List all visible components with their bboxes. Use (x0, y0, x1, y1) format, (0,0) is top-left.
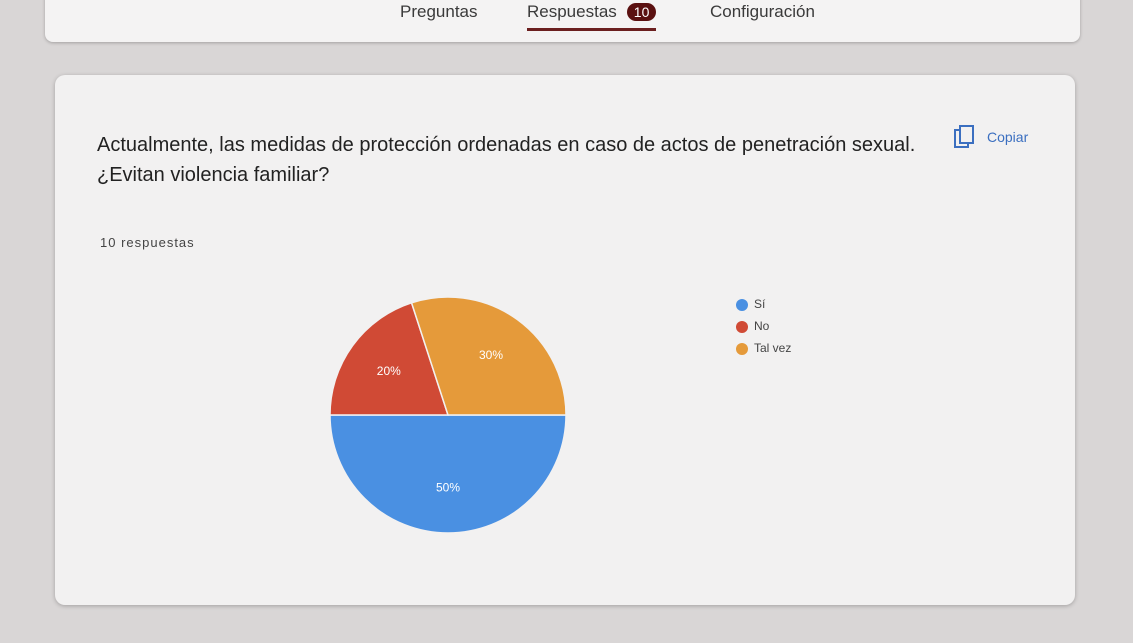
slice-label: 30% (479, 348, 503, 362)
legend-label: Sí (754, 297, 766, 311)
question-title: Actualmente, las medidas de protección o… (97, 134, 916, 186)
pie-slice (410, 296, 567, 416)
badge: 10 (626, 3, 657, 21)
tab[interactable]: Configuración (710, 2, 815, 21)
copy-button[interactable]: Copiar (953, 125, 1028, 149)
pie-slice (329, 301, 450, 416)
tab-label: Respuestas (527, 2, 617, 21)
legend-swatch (736, 321, 748, 333)
tab-bar: Preguntas Respuestas 10 Configuración (45, 0, 1080, 42)
pie-slice (329, 414, 567, 534)
tab[interactable]: Preguntas (400, 2, 478, 21)
copy-label: Copiar (987, 129, 1029, 145)
question-card: Actualmente, las medidas de protección o… (55, 75, 1075, 605)
slice-label: 20% (377, 364, 401, 378)
legend-label: No (754, 319, 770, 333)
legend-swatch (736, 299, 748, 311)
tab-active[interactable]: Respuestas 10 (527, 2, 657, 31)
copy-icon (954, 125, 974, 148)
legend-swatch (736, 343, 748, 355)
legend-label: Tal vez (754, 341, 791, 355)
slice-label: 50% (436, 480, 460, 494)
response-count: 10 respuestas (100, 235, 195, 250)
